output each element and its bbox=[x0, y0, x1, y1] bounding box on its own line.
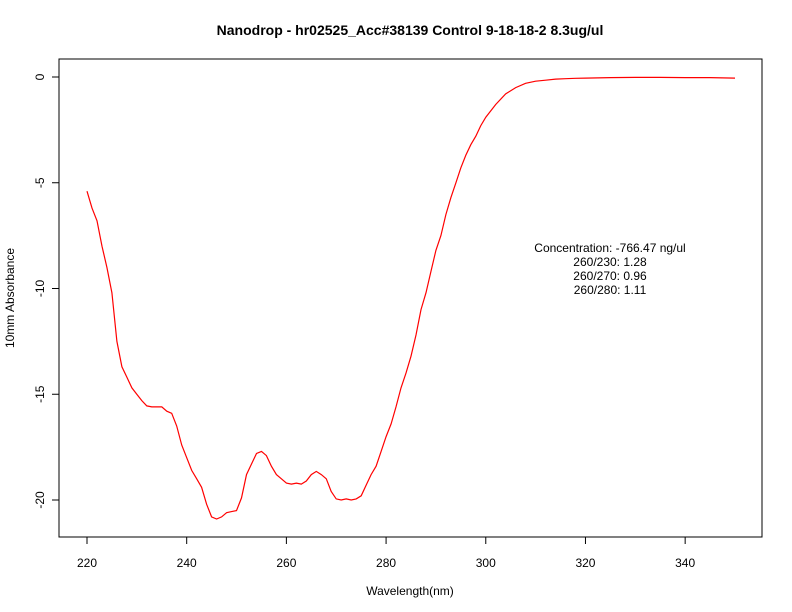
ratio-260-230-text: 260/230: 1.28 bbox=[573, 255, 647, 269]
y-axis: 0 -5 -10 -15 -20 bbox=[33, 73, 59, 509]
x-tick-label: 340 bbox=[675, 556, 695, 570]
x-tick-label: 280 bbox=[376, 556, 396, 570]
y-tick-label: -15 bbox=[33, 385, 47, 403]
x-axis: 220 240 260 280 300 320 340 bbox=[77, 537, 695, 570]
y-axis-label: 10mm Absorbance bbox=[3, 248, 17, 348]
absorbance-line bbox=[86, 76, 736, 520]
x-tick-label: 240 bbox=[177, 556, 197, 570]
x-tick-label: 220 bbox=[77, 556, 97, 570]
y-tick-label: -10 bbox=[33, 280, 47, 298]
concentration-text: Concentration: -766.47 ng/ul bbox=[534, 241, 685, 255]
ratio-260-270-text: 260/270: 0.96 bbox=[573, 269, 647, 283]
ratio-260-280-text: 260/280: 1.11 bbox=[574, 283, 647, 297]
x-tick-label: 300 bbox=[476, 556, 496, 570]
x-tick-label: 320 bbox=[575, 556, 595, 570]
y-tick-label: 0 bbox=[33, 73, 47, 80]
y-tick-label: -5 bbox=[33, 177, 47, 188]
chart-title: Nanodrop - hr02525_Acc#38139 Control 9-1… bbox=[217, 22, 604, 38]
x-tick-label: 260 bbox=[276, 556, 296, 570]
x-axis-label: Wavelength(nm) bbox=[366, 584, 454, 598]
y-tick-label: -20 bbox=[33, 491, 47, 509]
plot-frame bbox=[58, 58, 763, 538]
